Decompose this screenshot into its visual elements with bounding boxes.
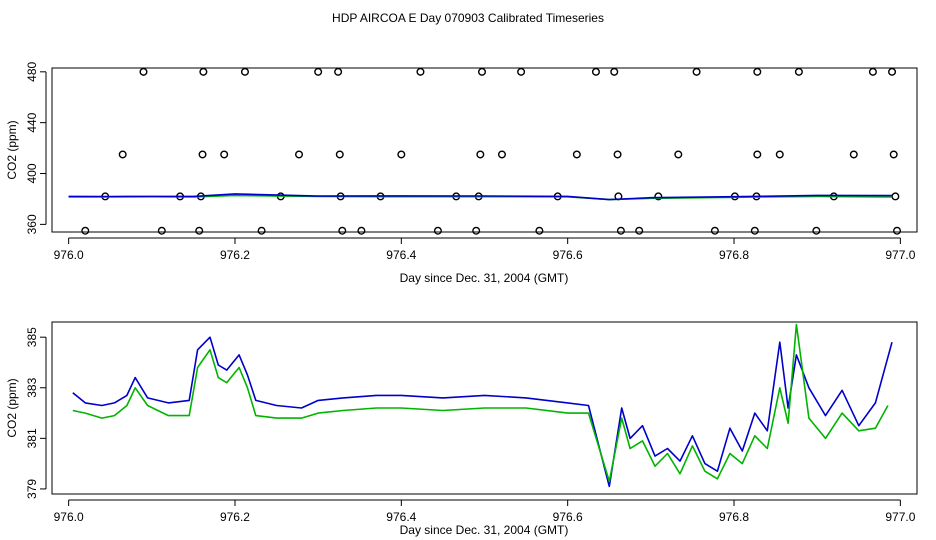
series-line bbox=[72, 323, 889, 483]
bottom-x-axis-label: Day since Dec. 31, 2004 (GMT) bbox=[400, 523, 569, 537]
top-y-axis: 360 400 440 480 bbox=[25, 61, 47, 234]
scatter-point bbox=[139, 67, 148, 76]
x-tick-label: 976.0 bbox=[54, 510, 84, 524]
bottom-plot-marks bbox=[72, 323, 893, 488]
scatter-point bbox=[750, 226, 759, 235]
series-line bbox=[68, 193, 893, 201]
x-tick-label: 976.8 bbox=[719, 248, 749, 262]
x-tick-label: 976.4 bbox=[386, 248, 416, 262]
y-tick-label: 379 bbox=[25, 479, 39, 499]
scatter-point bbox=[199, 67, 208, 76]
y-tick-label: 440 bbox=[25, 112, 39, 132]
y-tick-label: 381 bbox=[25, 428, 39, 448]
scatter-point bbox=[416, 67, 425, 76]
scatter-point bbox=[812, 226, 821, 235]
y-tick-label: 385 bbox=[25, 327, 39, 347]
scatter-point bbox=[198, 150, 207, 159]
scatter-point bbox=[240, 67, 249, 76]
scatter-point bbox=[195, 226, 204, 235]
scatter-point bbox=[891, 192, 900, 201]
x-tick-label: 976.6 bbox=[553, 510, 583, 524]
scatter-point bbox=[849, 150, 858, 159]
bottom-y-axis: 379 381 383 385 bbox=[25, 327, 47, 499]
x-tick-label: 976.4 bbox=[386, 510, 416, 524]
top-plot-frame bbox=[51, 67, 918, 233]
x-tick-label: 977.0 bbox=[885, 510, 915, 524]
scatter-point bbox=[295, 150, 304, 159]
scatter-point bbox=[397, 150, 406, 159]
scatter-point bbox=[497, 150, 506, 159]
scatter-point bbox=[335, 150, 344, 159]
scatter-point bbox=[889, 150, 898, 159]
bottom-y-axis-label: CO2 (ppm) bbox=[5, 378, 19, 437]
scatter-point bbox=[616, 226, 625, 235]
bottom-panel: 976.0 976.2 976.4 976.6 976.8 977.0 379 381 383… bbox=[5, 321, 918, 537]
scatter-point bbox=[613, 150, 622, 159]
scatter-point bbox=[888, 67, 897, 76]
bottom-plot-frame bbox=[51, 321, 918, 495]
scatter-point bbox=[334, 67, 343, 76]
top-x-axis-label: Day since Dec. 31, 2004 (GMT) bbox=[400, 271, 569, 285]
scatter-point bbox=[654, 192, 663, 201]
top-x-axis: 976.0 976.2 976.4 976.6 976.8 977.0 bbox=[54, 237, 916, 262]
x-tick-label: 977.0 bbox=[885, 248, 915, 262]
scatter-point bbox=[535, 226, 544, 235]
scatter-point bbox=[710, 226, 719, 235]
top-y-axis-label: CO2 (ppm) bbox=[5, 120, 19, 179]
scatter-point bbox=[478, 67, 487, 76]
scatter-point bbox=[118, 150, 127, 159]
bottom-x-axis: 976.0 976.2 976.4 976.6 976.8 977.0 bbox=[54, 499, 916, 524]
scatter-point bbox=[591, 67, 600, 76]
x-tick-label: 976.2 bbox=[220, 248, 250, 262]
scatter-point bbox=[476, 150, 485, 159]
scatter-point bbox=[775, 150, 784, 159]
x-tick-label: 976.0 bbox=[54, 248, 84, 262]
scatter-point bbox=[81, 226, 90, 235]
scatter-point bbox=[157, 226, 166, 235]
x-tick-label: 976.6 bbox=[553, 248, 583, 262]
scatter-point bbox=[893, 226, 902, 235]
scatter-point bbox=[357, 226, 366, 235]
x-tick-label: 976.2 bbox=[220, 510, 250, 524]
scatter-point bbox=[674, 150, 683, 159]
scatter-point bbox=[257, 226, 266, 235]
scatter-point bbox=[314, 67, 323, 76]
scatter-point bbox=[433, 226, 442, 235]
y-tick-label: 360 bbox=[25, 214, 39, 234]
x-tick-label: 976.8 bbox=[719, 510, 749, 524]
scatter-point bbox=[610, 67, 619, 76]
scatter-point bbox=[794, 67, 803, 76]
y-tick-label: 383 bbox=[25, 377, 39, 397]
scatter-point bbox=[635, 226, 644, 235]
scatter-point bbox=[692, 67, 701, 76]
scatter-point bbox=[753, 150, 762, 159]
y-tick-label: 480 bbox=[25, 61, 39, 81]
top-panel: 976.0 976.2 976.4 976.6 976.8 977.0 360 400 440… bbox=[5, 61, 918, 285]
scatter-point bbox=[338, 226, 347, 235]
scatter-point bbox=[572, 150, 581, 159]
scatter-point bbox=[517, 67, 526, 76]
scatter-point bbox=[868, 67, 877, 76]
chart-title: HDP AIRCOA E Day 070903 Calibrated Times… bbox=[332, 11, 604, 25]
scatter-point bbox=[753, 67, 762, 76]
y-tick-label: 400 bbox=[25, 163, 39, 183]
top-plot-marks bbox=[68, 67, 902, 235]
scatter-point bbox=[220, 150, 229, 159]
scatter-point bbox=[472, 226, 481, 235]
series-line bbox=[72, 336, 893, 488]
